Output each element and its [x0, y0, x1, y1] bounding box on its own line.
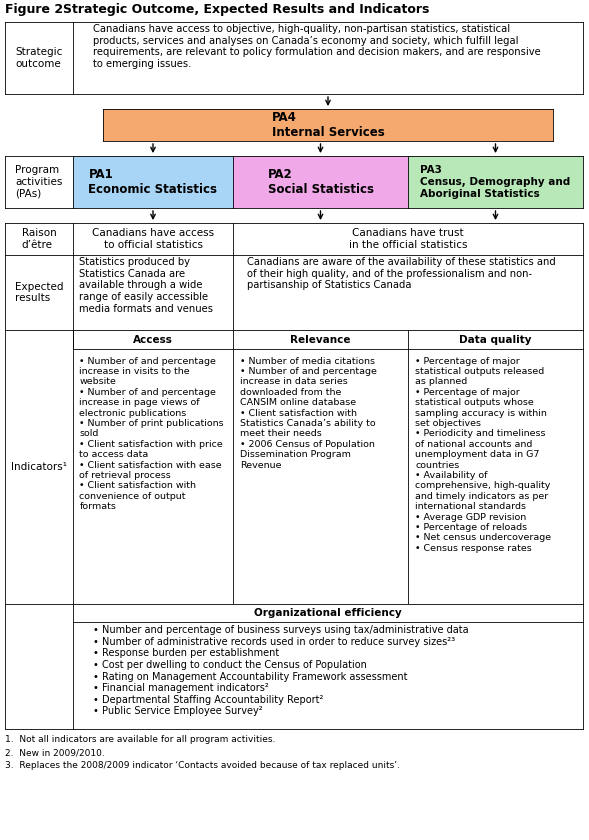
- Text: • Percentage of major
statistical outputs released
as planned
• Percentage of ma: • Percentage of major statistical output…: [415, 357, 551, 553]
- Text: PA4
Internal Services: PA4 Internal Services: [272, 111, 385, 139]
- Text: Statistics produced by
Statistics Canada are
available through a wide
range of e: Statistics produced by Statistics Canada…: [80, 257, 213, 313]
- Text: Canadians have access to objective, high-quality, non-partisan statistics, stati: Canadians have access to objective, high…: [94, 24, 541, 69]
- Text: Canadians have trust
in the official statistics: Canadians have trust in the official sta…: [349, 228, 467, 249]
- Text: Access: Access: [133, 334, 173, 344]
- Text: • Number of media citations
• Number of and percentage
increase in data series
d: • Number of media citations • Number of …: [240, 357, 377, 470]
- Text: PA2
Social Statistics: PA2 Social Statistics: [267, 168, 373, 196]
- Text: Relevance: Relevance: [290, 334, 351, 344]
- Text: 2.  New in 2009/2010.: 2. New in 2009/2010.: [5, 748, 105, 757]
- Text: Organizational efficiency: Organizational efficiency: [254, 608, 402, 618]
- Text: Expected
results: Expected results: [15, 281, 63, 303]
- Text: PA1
Economic Statistics: PA1 Economic Statistics: [88, 168, 217, 196]
- Text: Figure 2: Figure 2: [5, 3, 76, 16]
- Text: • Number and percentage of business surveys using tax/administrative data
• Numb: • Number and percentage of business surv…: [94, 625, 469, 717]
- Text: Data quality: Data quality: [459, 334, 532, 344]
- Text: Strategic
outcome: Strategic outcome: [15, 47, 62, 69]
- Text: 3.  Replaces the 2008/2009 indicator ‘Contacts avoided because of tax replaced u: 3. Replaces the 2008/2009 indicator ‘Con…: [5, 761, 400, 770]
- Text: Indicators¹: Indicators¹: [11, 462, 67, 472]
- Text: PA3
Census, Demography and
Aboriginal Statistics: PA3 Census, Demography and Aboriginal St…: [421, 165, 571, 198]
- Text: Strategic Outcome, Expected Results and Indicators: Strategic Outcome, Expected Results and …: [63, 3, 429, 16]
- Text: 1.  Not all indicators are available for all program activities.: 1. Not all indicators are available for …: [5, 735, 276, 744]
- Text: Raison
d’être: Raison d’être: [22, 228, 57, 249]
- Text: Canadians are aware of the availability of these statistics and
of their high qu: Canadians are aware of the availability …: [247, 257, 556, 291]
- Text: Program
activities
(PAs): Program activities (PAs): [15, 165, 62, 198]
- Text: • Number of and percentage
increase in visits to the
website
• Number of and per: • Number of and percentage increase in v…: [80, 357, 224, 512]
- Text: Canadians have access
to official statistics: Canadians have access to official statis…: [92, 228, 214, 249]
